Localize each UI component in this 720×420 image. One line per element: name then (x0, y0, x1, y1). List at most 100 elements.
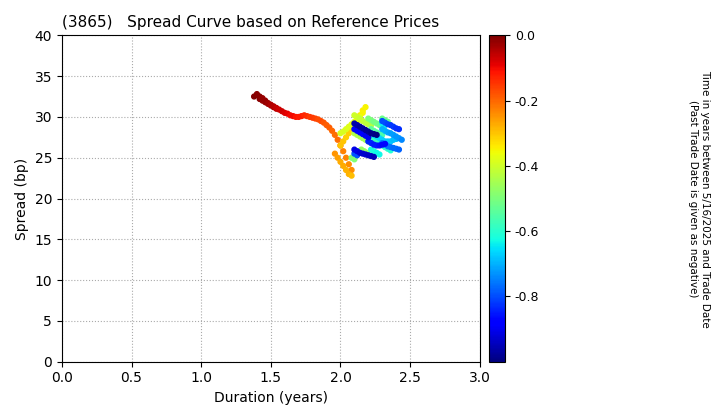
Point (357, 131, 369, 137)
Point (365, 146, 377, 153)
Point (379, 138, 391, 145)
Point (384, 144, 396, 150)
Point (384, 138, 396, 145)
Point (265, 101, 276, 108)
Point (377, 142, 388, 149)
Point (379, 141, 391, 148)
Point (257, 95, 269, 102)
Point (377, 120, 388, 127)
Point (374, 131, 385, 137)
Point (360, 104, 372, 110)
Point (390, 133, 402, 140)
Point (371, 139, 382, 146)
Point (361, 150, 373, 156)
Point (390, 136, 402, 142)
Point (371, 129, 382, 136)
Point (365, 153, 377, 160)
Point (393, 146, 405, 153)
Point (371, 120, 382, 127)
Point (368, 118, 379, 125)
Point (251, 91, 263, 97)
Point (357, 125, 369, 132)
Point (351, 148, 363, 155)
Point (360, 136, 372, 143)
Point (374, 151, 385, 158)
Point (371, 133, 382, 140)
Point (379, 127, 391, 134)
Point (318, 119, 330, 126)
Point (287, 113, 299, 119)
Point (265, 102, 276, 109)
Point (284, 112, 296, 119)
Point (365, 130, 377, 136)
Point (382, 118, 394, 125)
Point (365, 136, 377, 142)
Point (329, 150, 341, 157)
Point (368, 131, 379, 138)
Point (310, 115, 321, 122)
Point (363, 138, 374, 145)
Point (371, 131, 382, 138)
Point (354, 129, 366, 136)
Point (274, 106, 285, 113)
Point (351, 116, 363, 123)
Point (354, 150, 366, 156)
Point (368, 127, 379, 134)
Point (304, 113, 315, 120)
Point (357, 110, 369, 116)
Point (351, 118, 363, 124)
Point (338, 148, 349, 155)
Point (357, 118, 369, 124)
Point (396, 136, 408, 143)
Point (259, 97, 271, 104)
Point (354, 115, 366, 122)
Point (346, 155, 357, 161)
Point (387, 131, 399, 138)
Point (364, 150, 375, 157)
Point (363, 134, 374, 141)
Point (254, 96, 266, 102)
Point (365, 117, 377, 123)
Point (390, 125, 402, 132)
Point (262, 100, 274, 107)
Point (262, 100, 274, 106)
X-axis label: Duration (years): Duration (years) (214, 391, 328, 405)
Point (377, 136, 388, 143)
Point (368, 148, 379, 155)
Point (343, 123, 354, 130)
Point (377, 126, 388, 133)
Point (354, 112, 366, 119)
Point (348, 150, 360, 157)
Point (257, 97, 269, 104)
Point (332, 136, 343, 143)
Point (374, 142, 385, 149)
Point (348, 156, 360, 163)
Point (393, 126, 405, 133)
Y-axis label: Spread (bp): Spread (bp) (15, 158, 29, 239)
Point (382, 121, 394, 128)
Point (374, 141, 385, 147)
Point (341, 155, 352, 161)
Point (363, 121, 374, 128)
Point (382, 145, 394, 152)
Point (368, 131, 379, 137)
Point (365, 126, 377, 133)
Point (360, 132, 372, 139)
Point (343, 161, 354, 168)
Point (365, 130, 377, 136)
Point (379, 141, 391, 147)
Point (354, 123, 366, 130)
Point (382, 143, 394, 150)
Point (338, 138, 349, 145)
Point (290, 113, 302, 120)
Point (276, 108, 288, 115)
Point (368, 137, 379, 144)
Point (377, 115, 388, 122)
Point (259, 99, 271, 105)
Point (335, 142, 346, 149)
Point (390, 145, 402, 152)
Point (363, 128, 374, 135)
Point (360, 119, 372, 126)
Point (377, 118, 388, 124)
Point (384, 130, 396, 136)
